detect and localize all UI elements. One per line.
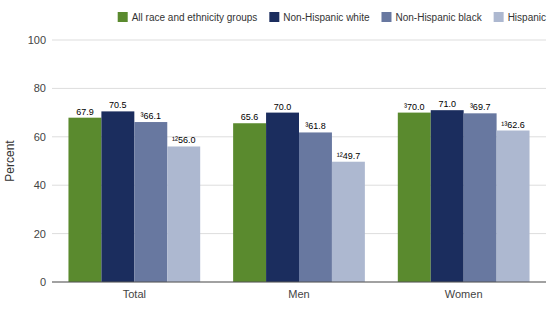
legend-label: Non-Hispanic black [395,12,482,23]
bar [431,110,464,282]
bar [167,146,200,282]
y-tick-label: 100 [28,34,46,46]
bar [464,113,497,282]
bar [299,132,332,282]
legend-swatch [269,12,279,22]
data-label: ³70.0 [404,102,425,112]
data-label: 67.9 [76,107,94,117]
data-label: 71.0 [438,99,456,109]
bar [332,162,365,282]
x-tick-label: Men [288,288,309,300]
data-label: 70.0 [274,102,292,112]
y-tick-label: 0 [40,276,46,288]
legend-label: Non-Hispanic white [283,12,370,23]
y-tick-label: 80 [34,82,46,94]
legend-label: Hispanic [508,12,546,23]
y-tick-label: 20 [34,228,46,240]
data-label: ¹²49.7 [337,151,361,161]
grid-line [52,88,546,89]
bar [233,123,266,282]
y-tick-label: 40 [34,179,46,191]
bar [134,122,167,282]
data-label: ³66.1 [141,111,162,121]
chart: 0 20 40 60 80 100 Percent 67.9 65.6 ³70.0 70.5 70.0… [0,0,560,312]
y-tick-label: 60 [34,131,46,143]
data-label: ³61.8 [305,121,326,131]
grid-line [52,282,546,283]
legend-swatch [381,12,391,22]
data-labels: 67.9 65.6 ³70.0 70.5 70.0 71.0 ³66.1 ³61.8 ³69.7… [76,99,525,161]
data-label: 65.6 [241,112,259,122]
legend-label: All race and ethnicity groups [132,12,258,23]
x-tick-label: Women [445,288,483,300]
bar [497,131,530,282]
legend: All race and ethnicity groups Non-Hispani… [118,12,546,23]
x-axis-line [52,282,546,283]
data-label: ¹²56.0 [172,135,196,145]
bars [68,110,529,282]
bar [101,111,134,282]
data-label: 70.5 [109,100,127,110]
grid-line [52,40,546,41]
bar [266,113,299,282]
x-tick-label: Total [123,288,146,300]
legend-swatch [118,12,128,22]
bar [68,118,101,282]
y-axis-label: Percent [3,140,17,182]
legend-swatch [494,12,504,22]
data-label: ³69.7 [470,102,491,112]
data-label: ¹³62.6 [501,120,525,130]
bar [398,113,431,282]
